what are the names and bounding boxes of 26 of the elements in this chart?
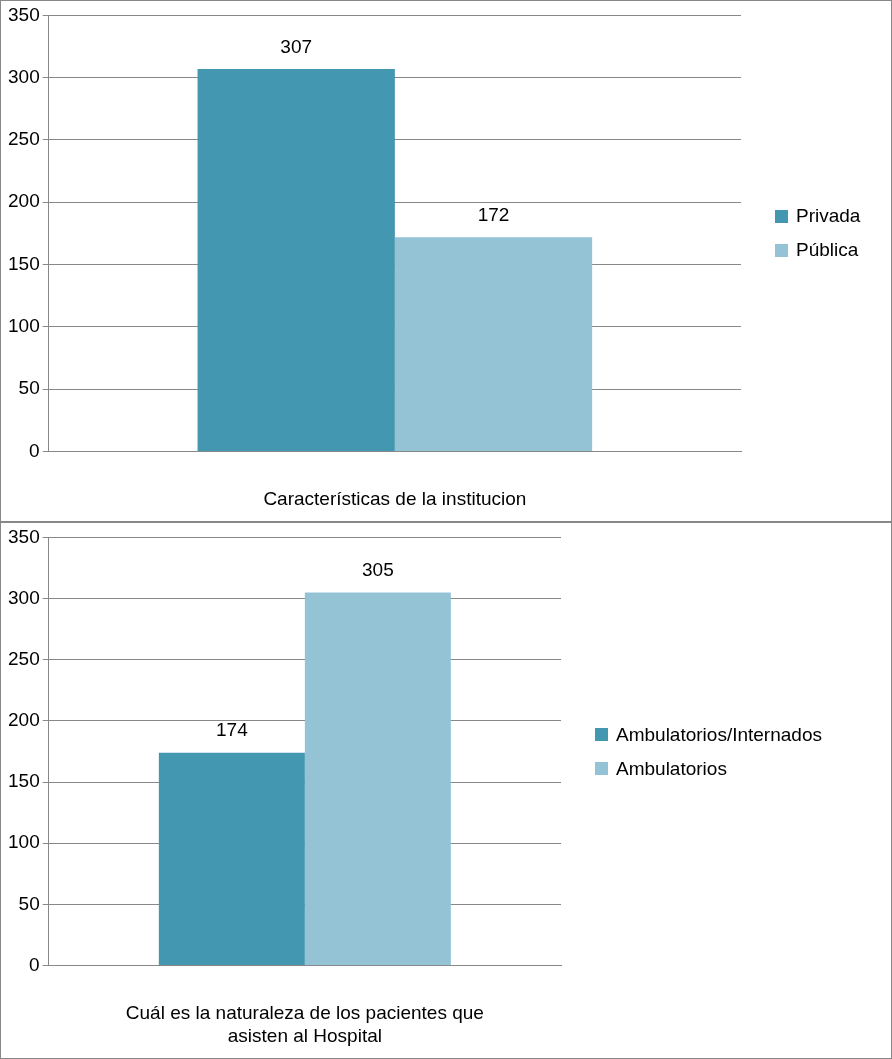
y-tick-label: 150 [8,770,40,792]
data-label: 307 [280,35,313,57]
y-tick-label: 0 [29,953,40,975]
y-tick-label: 300 [8,586,40,608]
y-tick-label: 350 [8,525,40,547]
legend-label: Ambulatorios/Internados [616,723,822,746]
y-tick-label: 200 [8,709,40,731]
y-tick-label: 50 [18,892,40,914]
y-tick-label: 50 [18,377,40,399]
data-label: 174 [216,719,249,741]
data-label: 305 [362,559,394,581]
y-tick-label: 250 [8,647,40,669]
y-tick-label: 150 [8,252,40,274]
y-tick-label: 250 [8,128,40,150]
x-axis-title: Características de la institucion [263,487,527,509]
legend-label: Ambulatorios [616,757,727,780]
y-tick-label: 300 [8,65,40,87]
legend-label: Privada [796,205,861,228]
y-tick-label: 0 [29,439,40,461]
data-label: 172 [477,203,510,225]
legend-label: Pública [796,239,859,262]
y-tick-label: 350 [8,3,40,25]
y-tick-label: 100 [8,315,40,337]
y-tick-label: 200 [8,190,40,212]
x-axis-title: Cuál es la naturaleza de los pacientes que asisten al Hospital [125,1002,484,1046]
y-tick-label: 100 [8,831,40,853]
